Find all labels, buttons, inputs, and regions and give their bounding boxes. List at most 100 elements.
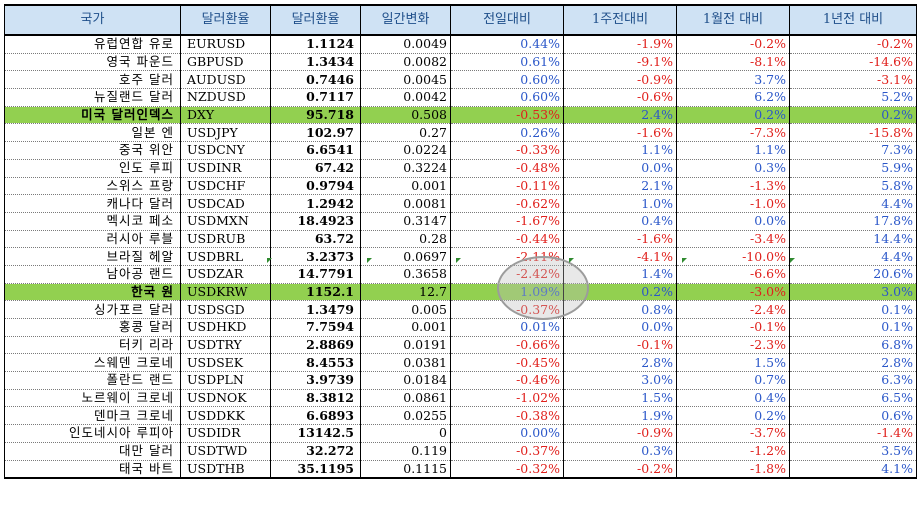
cell-vs-1-week[interactable]: -9.1% [563,53,677,72]
cell-vs-prev-day[interactable]: -0.48% [450,159,564,178]
cell-rate[interactable]: 6.6541 [270,141,361,160]
cell-country[interactable]: 태국 바트 [4,460,181,480]
cell-vs-prev-day[interactable]: -2.42% [450,265,564,284]
cell-code[interactable]: USDDKK [180,406,271,426]
cell-rate[interactable]: 8.4553 [270,353,361,373]
cell-daily-change[interactable]: 0.001 [360,177,451,196]
cell-vs-1-week[interactable]: 2.1% [563,177,677,196]
cell-country[interactable]: 대만 달러 [4,442,181,461]
cell-vs-1-week[interactable]: 2.4% [563,106,677,125]
cell-daily-change[interactable]: 0.0255 [360,406,451,426]
cell-vs-prev-day[interactable]: 0.44% [450,35,564,54]
cell-vs-1-year[interactable]: 6.3% [789,371,917,390]
cell-code[interactable]: USDTHB [180,460,271,480]
cell-vs-1-month[interactable]: -8.1% [676,53,790,72]
cell-country[interactable]: 중국 위안 [4,141,181,160]
header-country[interactable]: 국가 [4,4,181,36]
cell-country[interactable]: 인도 루피 [4,159,181,178]
cell-code[interactable]: USDPLN [180,371,271,390]
cell-country[interactable]: 홍콩 달러 [4,318,181,337]
cell-country[interactable]: 폴란드 랜드 [4,371,181,390]
cell-rate[interactable]: 35.1195 [270,460,361,480]
cell-daily-change[interactable]: 12.7 [360,283,451,302]
cell-rate[interactable]: 7.7594 [270,318,361,337]
cell-vs-1-week[interactable]: -0.6% [563,88,677,107]
cell-vs-1-week[interactable]: 1.0% [563,194,677,213]
cell-vs-prev-day[interactable]: -0.37% [450,442,564,461]
cell-rate[interactable]: 1.3479 [270,300,361,319]
cell-vs-1-week[interactable]: 0.3% [563,442,677,461]
cell-vs-1-week[interactable]: -0.9% [563,424,677,443]
cell-daily-change[interactable]: 0.0224 [360,141,451,160]
cell-country[interactable]: 러시아 루블 [4,230,181,249]
cell-vs-1-year[interactable]: 6.8% [789,336,917,355]
cell-code[interactable]: USDTWD [180,442,271,461]
cell-vs-1-week[interactable]: 0.2% [563,283,677,302]
cell-country[interactable]: 스웨덴 크로네 [4,353,181,373]
cell-vs-prev-day[interactable]: -0.37% [450,300,564,319]
cell-daily-change[interactable]: 0.119 [360,442,451,461]
cell-vs-1-year[interactable]: 17.8% [789,212,917,231]
cell-rate[interactable]: 6.6893 [270,406,361,426]
cell-rate[interactable]: 0.9794 [270,177,361,196]
cell-rate[interactable]: 18.4923 [270,212,361,231]
cell-code[interactable]: AUDUSD [180,70,271,90]
cell-daily-change[interactable]: 0.005 [360,300,451,319]
cell-daily-change[interactable]: 0.28 [360,230,451,249]
cell-vs-1-year[interactable]: 4.1% [789,460,917,480]
header-vs-1-week[interactable]: 1주전대비 [563,4,677,36]
cell-daily-change[interactable]: 0.0082 [360,53,451,72]
cell-daily-change[interactable]: 0.0045 [360,70,451,90]
cell-vs-prev-day[interactable]: 0.26% [450,123,564,143]
cell-vs-1-week[interactable]: 0.4% [563,212,677,231]
cell-vs-1-year[interactable]: 0.2% [789,106,917,125]
cell-code[interactable]: EURUSD [180,35,271,54]
cell-daily-change[interactable]: 0.0049 [360,35,451,54]
cell-vs-prev-day[interactable]: -0.32% [450,460,564,480]
cell-daily-change[interactable]: 0.0081 [360,194,451,213]
cell-vs-1-week[interactable]: 1.4% [563,265,677,284]
header-daily-change[interactable]: 일간변화 [360,4,451,36]
cell-vs-1-month[interactable]: -0.2% [676,35,790,54]
cell-daily-change[interactable]: 0.0042 [360,88,451,107]
cell-vs-1-week[interactable]: -0.2% [563,460,677,480]
cell-vs-1-month[interactable]: -1.3% [676,177,790,196]
cell-vs-1-week[interactable]: 2.8% [563,353,677,373]
cell-vs-prev-day[interactable]: -0.53% [450,106,564,125]
cell-rate[interactable]: 102.97 [270,123,361,143]
cell-vs-1-year[interactable]: 3.0% [789,283,917,302]
cell-code[interactable]: USDCAD [180,194,271,213]
cell-vs-1-month[interactable]: -1.8% [676,460,790,480]
cell-rate[interactable]: 95.718 [270,106,361,125]
cell-code[interactable]: USDZAR [180,265,271,284]
cell-daily-change[interactable]: 0.3224 [360,159,451,178]
cell-vs-prev-day[interactable]: 0.60% [450,70,564,90]
cell-vs-1-year[interactable]: 0.1% [789,318,917,337]
cell-vs-prev-day[interactable]: -0.44% [450,230,564,249]
cell-vs-prev-day[interactable]: -1.67% [450,212,564,231]
cell-vs-1-year[interactable]: 4.4% [789,194,917,213]
cell-country[interactable]: 일본 엔 [4,123,181,143]
header-vs-1-month[interactable]: 1월전 대비 [676,4,790,36]
cell-vs-prev-day[interactable]: -0.45% [450,353,564,373]
cell-vs-1-year[interactable]: -15.8% [789,123,917,143]
cell-vs-1-year[interactable]: 5.2% [789,88,917,107]
cell-daily-change[interactable]: 0.0861 [360,389,451,408]
header-vs-1-year[interactable]: 1년전 대비 [789,4,917,36]
cell-country[interactable]: 캐나다 달러 [4,194,181,213]
cell-country[interactable]: 덴마크 크로네 [4,406,181,426]
cell-daily-change[interactable]: 0.3658 [360,265,451,284]
cell-country[interactable]: 인도네시아 루피아 [4,424,181,443]
cell-vs-1-year[interactable]: -1.4% [789,424,917,443]
cell-vs-1-month[interactable]: -7.3% [676,123,790,143]
cell-vs-1-year[interactable]: 7.3% [789,141,917,160]
cell-vs-1-month[interactable]: 0.2% [676,106,790,125]
cell-daily-change[interactable]: 0.001 [360,318,451,337]
cell-vs-1-year[interactable]: 14.4% [789,230,917,249]
cell-vs-1-year[interactable]: -0.2% [789,35,917,54]
cell-country[interactable]: 남아공 랜드 [4,265,181,284]
cell-vs-1-month[interactable]: -10.0% [676,247,790,266]
cell-vs-1-month[interactable]: 0.7% [676,371,790,390]
cell-vs-1-month[interactable]: -0.1% [676,318,790,337]
cell-vs-1-month[interactable]: 0.2% [676,406,790,426]
